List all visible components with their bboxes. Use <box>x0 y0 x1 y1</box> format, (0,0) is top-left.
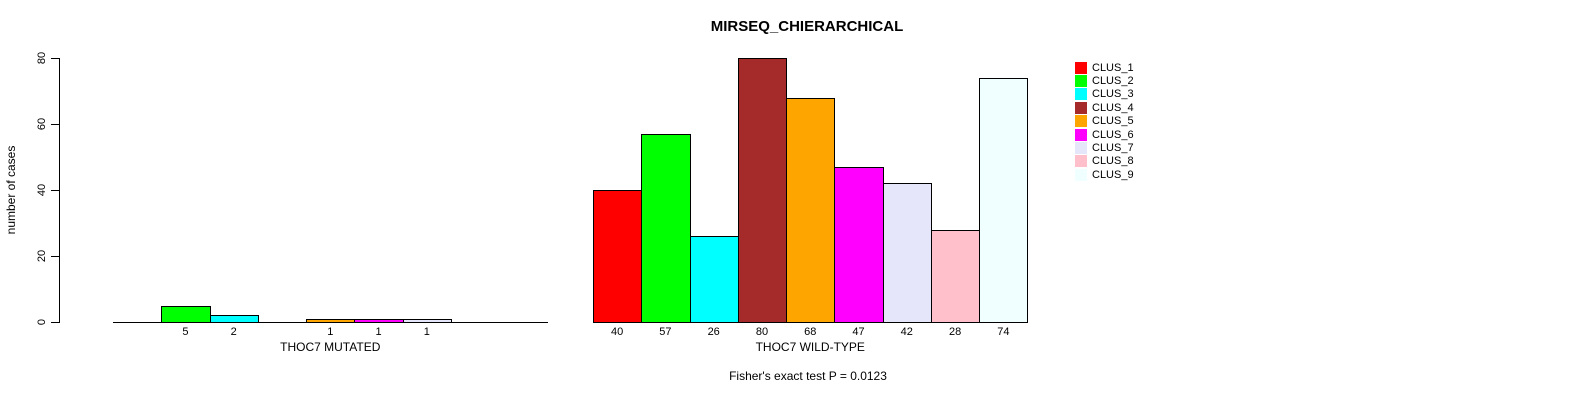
bar-value-label: 26 <box>707 326 720 338</box>
y-axis-tick-label: 60 <box>36 117 48 131</box>
bar <box>641 133 691 323</box>
fisher-test-note: Fisher's exact test P = 0.0123 <box>729 369 887 383</box>
bar <box>882 183 932 323</box>
legend-swatch <box>1075 61 1087 74</box>
legend-label: CLUS_1 <box>1092 61 1134 74</box>
bar-value-label: 68 <box>804 326 817 338</box>
bar <box>161 305 211 323</box>
legend-swatch <box>1075 101 1087 114</box>
legend-item: CLUS_5 <box>1075 115 1134 128</box>
legend-swatch <box>1075 75 1087 88</box>
legend-label: CLUS_2 <box>1092 75 1134 88</box>
bar <box>834 166 884 323</box>
bar-value-label: 1 <box>375 326 382 338</box>
bar-value-label: 28 <box>948 326 962 338</box>
legend-label: CLUS_7 <box>1092 142 1134 155</box>
legend-swatch <box>1075 88 1087 101</box>
legend-swatch <box>1075 115 1087 128</box>
legend-label: CLUS_4 <box>1092 101 1134 114</box>
legend-item: CLUS_2 <box>1075 74 1134 88</box>
x-axis-group-label: THOC7 WILD-TYPE <box>755 340 865 354</box>
legend-label: CLUS_5 <box>1092 115 1134 128</box>
bar <box>786 97 836 323</box>
bar-value-label: 1 <box>423 326 430 338</box>
bar <box>402 318 452 323</box>
legend: CLUS_1 CLUS_2 CLUS_3 CLUS_4 CLUS_5 CLUS_6 CLUS… <box>1075 61 1134 182</box>
bar <box>209 315 259 323</box>
y-axis-tick-label: 20 <box>36 249 48 263</box>
y-axis-line <box>59 58 60 323</box>
bar <box>689 236 739 323</box>
legend-item: CLUS_8 <box>1075 155 1134 168</box>
legend-item: CLUS_4 <box>1075 101 1134 114</box>
legend-swatch <box>1075 155 1087 168</box>
y-axis-tick <box>51 58 59 59</box>
legend-swatch <box>1075 128 1087 141</box>
legend-label: CLUS_3 <box>1092 88 1134 101</box>
bar <box>306 318 356 323</box>
legend-item: CLUS_9 <box>1075 168 1134 181</box>
bar-value-label: 1 <box>327 326 334 338</box>
legend-item: CLUS_3 <box>1075 88 1134 101</box>
y-axis-tick-label: 40 <box>36 183 48 197</box>
bar <box>930 229 981 323</box>
bar-value-label: 5 <box>182 326 189 338</box>
legend-label: CLUS_6 <box>1092 128 1134 141</box>
y-axis-tick <box>51 124 59 125</box>
legend-item: CLUS_1 <box>1075 61 1134 74</box>
bar-value-label: 47 <box>852 326 865 338</box>
bar-value-label: 80 <box>755 326 769 338</box>
bar-value-label: 42 <box>900 326 913 338</box>
y-axis-tick-label: 0 <box>36 318 48 326</box>
y-axis-tick-label: 80 <box>36 51 48 65</box>
y-axis-tick <box>51 190 59 191</box>
legend-swatch <box>1075 168 1087 181</box>
bar <box>354 318 404 323</box>
y-axis-tick <box>51 322 59 323</box>
bar-value-label: 2 <box>230 326 237 338</box>
x-axis-group-label: THOC7 MUTATED <box>280 340 381 354</box>
chart-title: MIRSEQ_CHIERARCHICAL <box>710 18 904 35</box>
bar-value-label: 57 <box>659 326 672 338</box>
bar <box>979 77 1029 323</box>
bar <box>737 58 788 323</box>
bar <box>593 190 643 323</box>
legend-label: CLUS_8 <box>1092 155 1134 168</box>
bar-value-label: 40 <box>611 326 624 338</box>
legend-swatch <box>1075 142 1087 155</box>
legend-label: CLUS_9 <box>1092 168 1134 181</box>
bar-value-label: 74 <box>997 326 1010 338</box>
legend-item: CLUS_6 <box>1075 128 1134 141</box>
y-axis-tick <box>51 256 59 257</box>
legend-item: CLUS_7 <box>1075 141 1134 155</box>
